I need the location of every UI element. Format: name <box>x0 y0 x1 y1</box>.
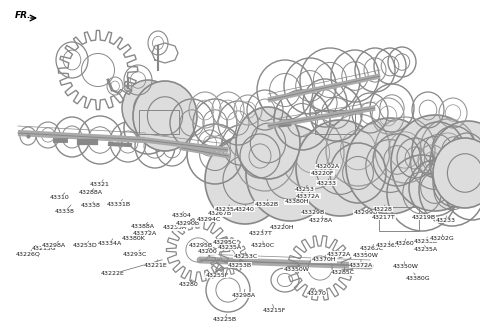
Text: 43255F: 43255F <box>205 270 228 278</box>
Text: 43350W: 43350W <box>353 251 379 258</box>
Text: 43294C: 43294C <box>197 215 221 222</box>
Text: 43235A: 43235A <box>215 205 239 212</box>
Text: 43237T: 43237T <box>248 230 272 236</box>
Text: 43233: 43233 <box>316 179 336 186</box>
Ellipse shape <box>133 81 197 151</box>
Text: 43338: 43338 <box>80 202 100 209</box>
Text: 43388A: 43388A <box>131 222 155 230</box>
Text: 43240: 43240 <box>235 205 255 212</box>
Text: 43222E: 43222E <box>101 260 162 277</box>
Text: 43372A: 43372A <box>133 230 157 236</box>
Ellipse shape <box>391 115 479 211</box>
Text: 43372A: 43372A <box>326 250 350 257</box>
Text: 43334A: 43334A <box>97 239 121 246</box>
Ellipse shape <box>236 107 300 179</box>
Text: 43321: 43321 <box>90 180 110 187</box>
Text: 43370H: 43370H <box>312 255 336 262</box>
Text: 43253B: 43253B <box>228 260 252 268</box>
Text: 43238B: 43238B <box>414 237 438 244</box>
Text: 43233: 43233 <box>435 216 456 223</box>
Text: 43293C: 43293C <box>123 250 147 257</box>
Text: 43217T: 43217T <box>372 213 396 220</box>
Ellipse shape <box>246 125 334 221</box>
Ellipse shape <box>346 118 434 214</box>
Text: 43329B: 43329B <box>301 208 325 215</box>
Ellipse shape <box>433 138 480 208</box>
Ellipse shape <box>124 85 132 91</box>
Text: 43362B: 43362B <box>254 199 278 207</box>
Text: 43285C: 43285C <box>331 267 355 276</box>
Text: 43225B: 43225B <box>213 314 237 322</box>
Text: 43288A: 43288A <box>78 189 102 195</box>
Ellipse shape <box>122 80 174 136</box>
Ellipse shape <box>430 121 480 205</box>
Text: 43253D: 43253D <box>73 241 98 248</box>
Text: 43290B: 43290B <box>176 219 200 226</box>
Text: 43338: 43338 <box>55 205 75 214</box>
Text: 43253: 43253 <box>295 185 315 192</box>
Text: 43278A: 43278A <box>309 216 333 223</box>
Text: 43310: 43310 <box>50 193 70 200</box>
Text: 43260: 43260 <box>394 239 414 246</box>
Text: 43226Q: 43226Q <box>15 245 40 257</box>
Text: 43295C: 43295C <box>213 238 237 245</box>
Text: 43236A: 43236A <box>376 241 400 248</box>
Text: 43380G: 43380G <box>405 273 430 281</box>
Text: 43219B: 43219B <box>411 213 435 220</box>
Text: 43299B: 43299B <box>354 208 378 215</box>
Text: 43200: 43200 <box>197 248 217 255</box>
Text: 43250C: 43250C <box>251 241 275 248</box>
Text: 43265C: 43265C <box>360 244 384 251</box>
Text: 43350W: 43350W <box>284 265 310 272</box>
Text: 43267B: 43267B <box>208 209 232 216</box>
Text: 43280: 43280 <box>178 279 198 287</box>
Text: 43380K: 43380K <box>121 234 145 241</box>
Text: 43372A: 43372A <box>296 192 320 199</box>
Text: 43220F: 43220F <box>311 169 334 176</box>
Text: 43350W: 43350W <box>393 262 419 269</box>
Text: FR.: FR. <box>15 11 32 20</box>
Text: 43380H: 43380H <box>284 197 309 204</box>
Text: 43331B: 43331B <box>107 199 131 207</box>
Text: 43228: 43228 <box>373 205 393 212</box>
Text: 43235A: 43235A <box>414 245 438 253</box>
Text: 43202A: 43202A <box>315 162 339 169</box>
Ellipse shape <box>296 120 384 216</box>
Text: 43221E: 43221E <box>144 260 168 268</box>
Text: 43215G: 43215G <box>32 243 57 251</box>
Text: 43372A: 43372A <box>349 260 373 268</box>
Text: 43298A: 43298A <box>42 241 66 248</box>
Text: 43215F: 43215F <box>263 304 286 314</box>
Ellipse shape <box>205 136 285 224</box>
Text: 43295B: 43295B <box>189 242 213 248</box>
Text: 43304: 43304 <box>171 212 192 218</box>
Text: 43235A: 43235A <box>163 224 187 231</box>
Text: 43253C: 43253C <box>234 252 258 259</box>
Text: 43235A: 43235A <box>217 243 241 250</box>
Text: 43220H: 43220H <box>270 224 295 231</box>
Text: 43298A: 43298A <box>232 289 256 298</box>
Text: 43202G: 43202G <box>429 235 454 241</box>
Text: 43270: 43270 <box>307 288 327 296</box>
